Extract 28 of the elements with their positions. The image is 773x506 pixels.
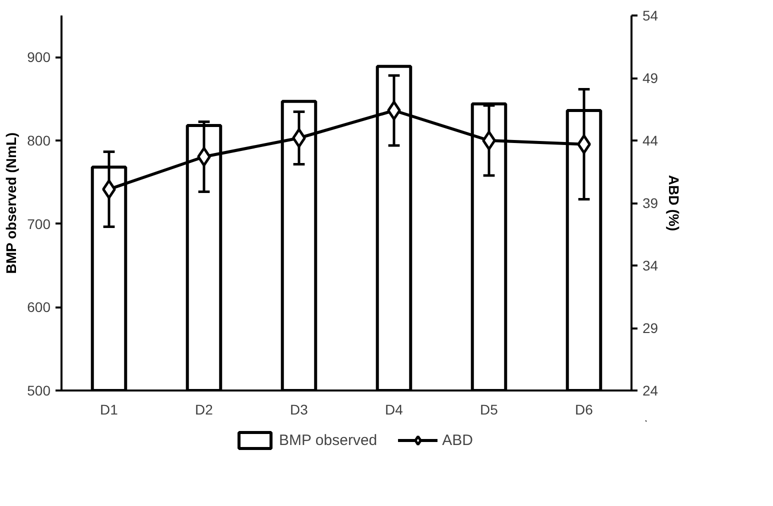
y2-tick-label: 49 bbox=[642, 70, 658, 86]
y2-tick-label: 54 bbox=[642, 8, 658, 24]
y2-tick-label: 39 bbox=[642, 195, 658, 211]
point bbox=[292, 128, 306, 148]
point bbox=[197, 147, 211, 166]
x-tick-label: D5 bbox=[480, 402, 498, 418]
x-tick-label: D2 bbox=[195, 402, 214, 418]
y2-tick-label: 24 bbox=[642, 382, 658, 398]
legend-label: BMP observed bbox=[279, 432, 378, 448]
y-tick-label: 600 bbox=[27, 299, 51, 316]
x-tick-label: D4 bbox=[385, 402, 404, 418]
x-tick-label: D3 bbox=[290, 402, 308, 418]
point bbox=[482, 130, 496, 150]
y2-axis-title: ABD (%) bbox=[666, 175, 682, 232]
y-tick-label: 500 bbox=[27, 382, 51, 398]
y2-tick-label: 29 bbox=[642, 320, 658, 336]
legend-label: ABD bbox=[442, 432, 473, 448]
y-axis-title: BMP observed (NmL) bbox=[3, 132, 20, 274]
point bbox=[387, 100, 401, 120]
point bbox=[577, 134, 591, 154]
y2-tick-label: 44 bbox=[642, 132, 658, 148]
y-tick-label: 700 bbox=[27, 216, 51, 232]
y-tick-label: 800 bbox=[27, 132, 51, 148]
x-tick-label: D6 bbox=[575, 402, 594, 418]
x-tick-label: D1 bbox=[100, 402, 118, 418]
y2-tick-label: 34 bbox=[642, 258, 658, 274]
y-tick-label: 900 bbox=[27, 49, 51, 66]
point bbox=[102, 180, 116, 199]
